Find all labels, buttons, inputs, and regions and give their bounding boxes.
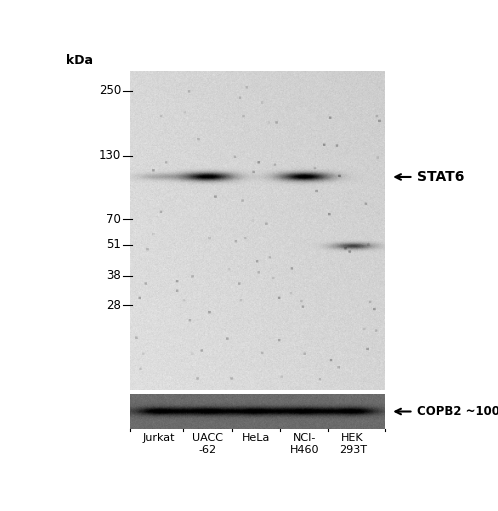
- Text: 70: 70: [107, 213, 122, 226]
- Text: UACC
-62: UACC -62: [192, 433, 223, 455]
- Text: kDa: kDa: [66, 54, 93, 67]
- Text: NCI-
H460: NCI- H460: [289, 433, 319, 455]
- Bar: [130, 390, 384, 394]
- Text: STAT6: STAT6: [417, 170, 465, 184]
- Text: Jurkat: Jurkat: [143, 433, 175, 443]
- Text: HEK
293T: HEK 293T: [339, 433, 367, 455]
- Text: HeLa: HeLa: [242, 433, 270, 443]
- Text: 28: 28: [107, 299, 122, 312]
- Text: COPB2 ~100 kDa: COPB2 ~100 kDa: [417, 405, 498, 418]
- Text: 250: 250: [99, 84, 122, 98]
- Text: 51: 51: [107, 238, 122, 251]
- Text: 130: 130: [99, 149, 122, 162]
- Text: 38: 38: [107, 269, 122, 282]
